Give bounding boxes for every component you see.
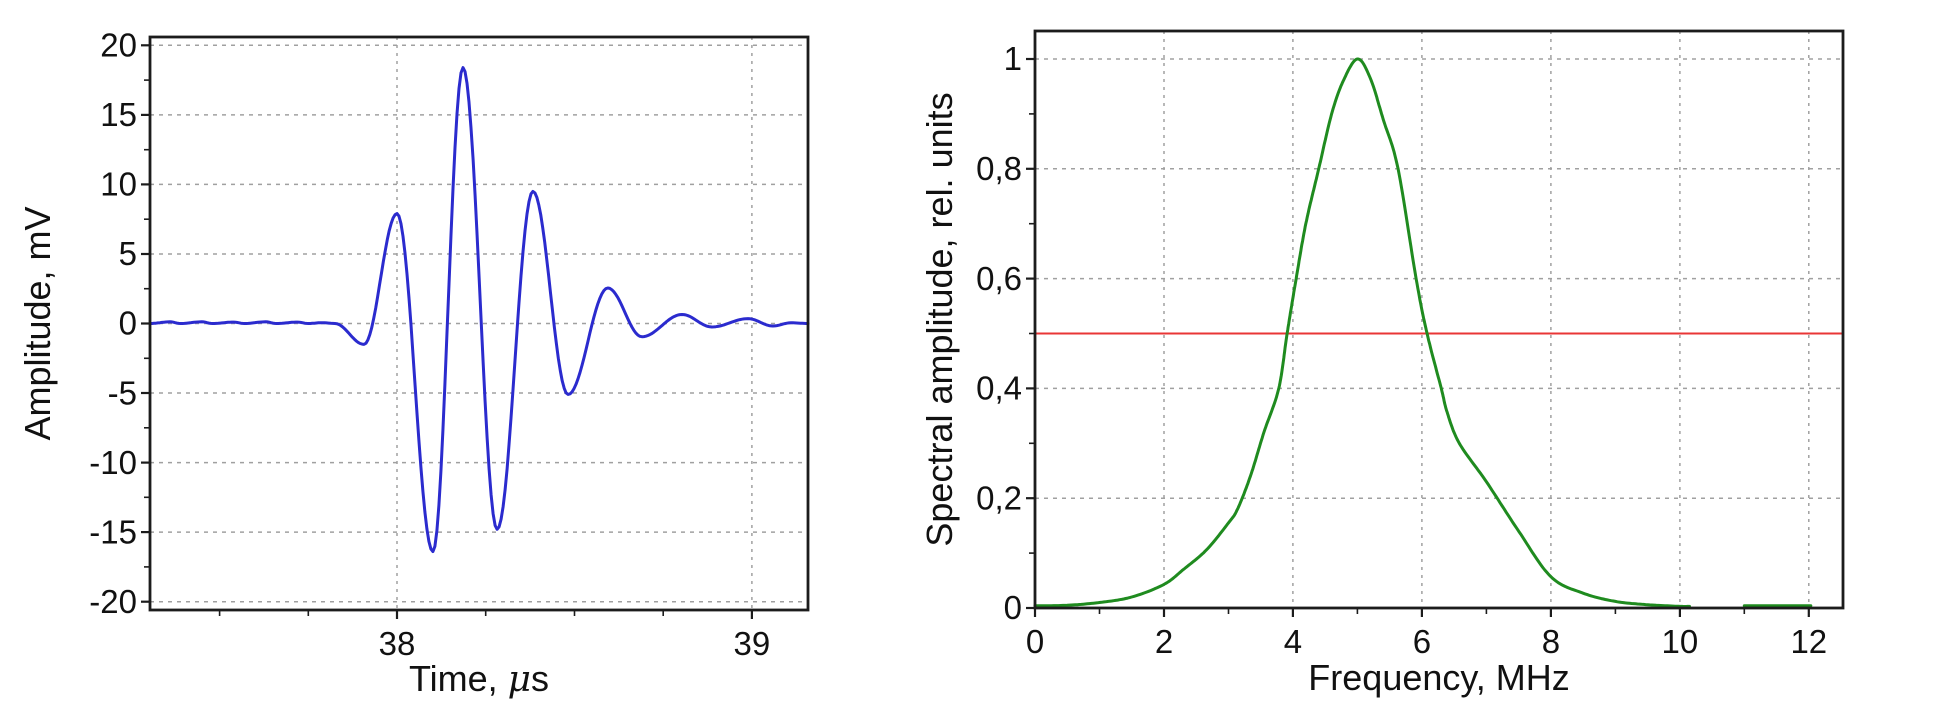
- spectrum-chart: 0 2 4 6 8 10 12 1 0,8 0,6 0,4 0,2 0 Frequency, MHz Spe…: [919, 29, 1845, 698]
- y-tick-label: -5: [108, 374, 137, 411]
- tick-labels: 38 39 20 15 10 5 0 -5 -10 -15 -20: [89, 27, 770, 662]
- y-tick-label: -20: [89, 583, 137, 620]
- x-axis-title: Frequency, MHz: [1308, 657, 1569, 698]
- y-tick-label: -15: [89, 513, 137, 550]
- plot-frame: [1033, 29, 1845, 610]
- x-tick-label: 38: [379, 625, 416, 662]
- tick-labels: 0 2 4 6 8 10 12 1 0,8 0,6 0,4 0,2 0: [976, 40, 1827, 660]
- y-tick-label: 20: [100, 27, 137, 64]
- y-tick-label: 0,6: [976, 260, 1022, 297]
- x-tick-label: 12: [1790, 623, 1827, 660]
- series: [148, 66, 810, 554]
- y-tick-label: 0,8: [976, 150, 1022, 187]
- y-tick-label: 0: [119, 305, 137, 342]
- y-tick-label: 15: [100, 96, 137, 133]
- axis-ticks: [1026, 57, 1810, 617]
- y-tick-label: 0: [1004, 589, 1022, 626]
- y-tick-label: 0,2: [976, 479, 1022, 516]
- x-tick-label: 4: [1284, 623, 1302, 660]
- x-tick-label: 10: [1662, 623, 1699, 660]
- x-tick-label: 39: [734, 625, 771, 662]
- x-tick-label: 8: [1542, 623, 1560, 660]
- x-tick-label: 0: [1026, 623, 1044, 660]
- y-axis-title: Amplitude, mV: [17, 206, 58, 440]
- y-tick-label: 1: [1004, 40, 1022, 77]
- y-tick-label: 10: [100, 166, 137, 203]
- time-domain-chart: 38 39 20 15 10 5 0 -5 -10 -15 -20 Time, μs Amplitude…: [17, 27, 810, 700]
- x-tick-label: 6: [1413, 623, 1431, 660]
- y-axis-title: Spectral amplitude, rel. units: [919, 92, 960, 546]
- y-tick-label: 0,4: [976, 370, 1022, 407]
- series-spectral-amplitude: [1033, 57, 1691, 608]
- series: [1033, 57, 1844, 608]
- x-axis-title: Time, μs: [409, 658, 549, 700]
- gridlines: [1035, 31, 1843, 608]
- y-tick-label: 5: [119, 235, 137, 272]
- x-tick-label: 2: [1155, 623, 1173, 660]
- axis-ticks: [141, 44, 754, 619]
- series-echo-pulse: [148, 66, 810, 554]
- y-tick-label: -10: [89, 444, 137, 481]
